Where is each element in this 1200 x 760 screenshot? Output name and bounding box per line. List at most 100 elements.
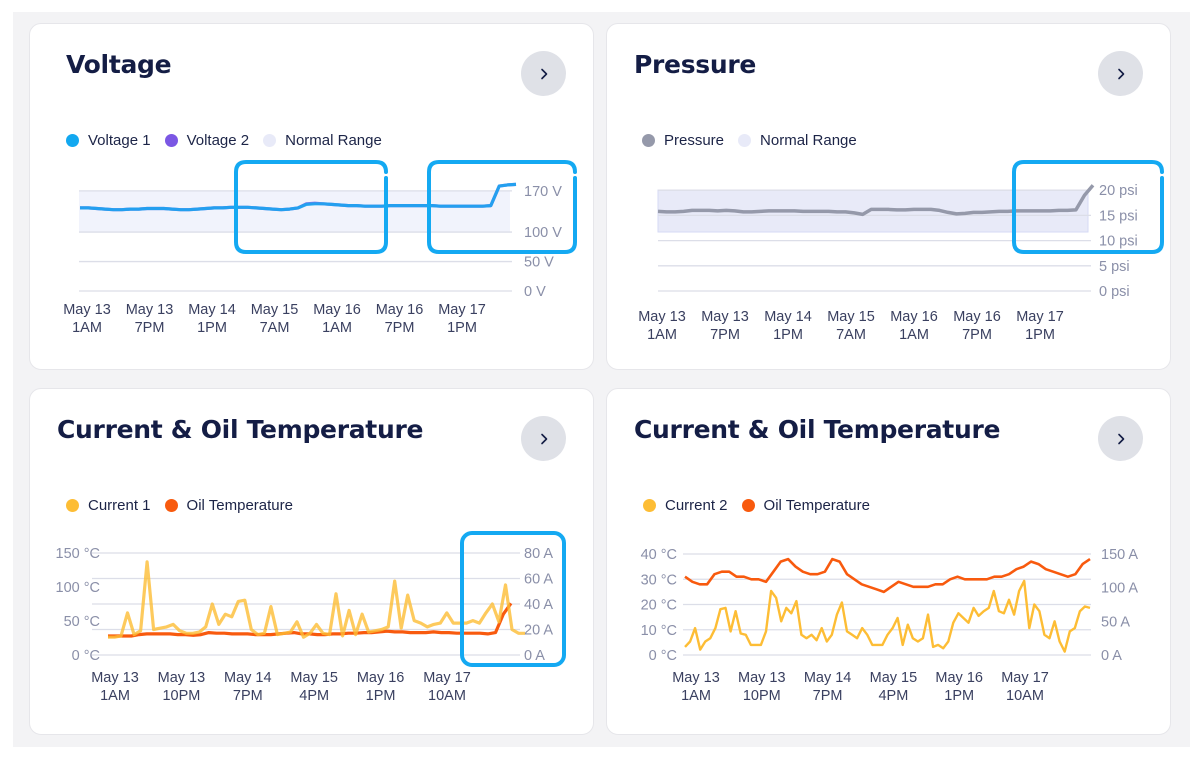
chevron-right-icon bbox=[1117, 433, 1124, 444]
x-tick-label: May 13 7PM bbox=[126, 302, 174, 336]
x-tick-label-line: 7PM bbox=[135, 320, 165, 336]
y-right-tick-label: 40 A bbox=[524, 597, 553, 613]
x-tick-label: May 17 10AM bbox=[423, 670, 471, 704]
legend-dot bbox=[741, 499, 755, 512]
x-tick-label: May 13 1AM bbox=[672, 670, 720, 704]
x-tick-label-line: May 17 bbox=[1016, 309, 1064, 325]
y-tick-label: 50 V bbox=[524, 255, 554, 271]
legend-label: Normal Range bbox=[285, 132, 382, 149]
x-tick-label: May 15 4PM bbox=[870, 670, 918, 704]
legend-item-voltage-2[interactable]: Voltage 2 bbox=[164, 132, 250, 149]
y-right-tick-label: 80 A bbox=[524, 546, 553, 562]
series-line-voltage-1 bbox=[80, 182, 517, 212]
highlight-box bbox=[460, 531, 566, 667]
legend-label: Voltage 1 bbox=[88, 132, 151, 149]
x-tick-label-line: 7PM bbox=[962, 327, 992, 343]
open-current-oil-2-button[interactable] bbox=[1098, 416, 1143, 461]
open-voltage-button[interactable] bbox=[521, 51, 566, 96]
x-tick-label-line: 1PM bbox=[1025, 327, 1055, 343]
y-right-tick-label: 20 A bbox=[524, 623, 553, 639]
legend-item-current-1[interactable]: Current 1 bbox=[66, 497, 151, 514]
legend-label: Current 1 bbox=[88, 497, 151, 514]
y-left-tick-label: 0 °C bbox=[72, 648, 100, 664]
legend-label: Voltage 2 bbox=[186, 132, 250, 149]
x-tick-label-line: May 17 bbox=[423, 670, 471, 686]
x-tick-label-line: May 15 bbox=[827, 309, 875, 325]
y-right-tick-label: 150 A bbox=[1101, 547, 1138, 563]
y-right-tick-label: 60 A bbox=[524, 572, 553, 588]
legend-label: Oil Temperature bbox=[763, 497, 870, 514]
legend-item-current-2[interactable]: Current 2 bbox=[643, 497, 728, 514]
x-tick-label-line: 1AM bbox=[72, 320, 102, 336]
open-current-oil-1-button[interactable] bbox=[521, 416, 566, 461]
legend-dot bbox=[643, 499, 656, 512]
legend-item-normal-range[interactable]: Normal Range bbox=[738, 132, 857, 149]
x-tick-label: May 15 7AM bbox=[251, 302, 299, 336]
normal-range-band bbox=[79, 190, 510, 233]
x-tick-label-line: 10PM bbox=[162, 688, 200, 704]
legend-dot bbox=[164, 134, 178, 147]
y-left-tick-label: 100 °C bbox=[56, 580, 101, 596]
x-tick-label-line: 1AM bbox=[322, 320, 352, 336]
chart-legend: Current 1 Oil Temperature bbox=[66, 497, 307, 514]
x-tick-label: May 13 10PM bbox=[158, 670, 206, 704]
legend-item-normal-range[interactable]: Normal Range bbox=[263, 132, 382, 149]
x-tick-label-line: May 15 bbox=[290, 670, 338, 686]
chevron-right-icon bbox=[540, 433, 547, 444]
x-tick-label: May 14 1PM bbox=[188, 302, 236, 336]
y-left-tick-label: 150 °C bbox=[56, 546, 101, 562]
x-tick-label: May 14 7PM bbox=[804, 670, 852, 704]
x-tick-label: May 17 10AM bbox=[1001, 670, 1049, 704]
x-tick-label-line: May 13 bbox=[158, 670, 206, 686]
x-tick-label-line: 1PM bbox=[447, 320, 477, 336]
x-tick-label-line: May 15 bbox=[870, 670, 918, 686]
legend-item-voltage-1[interactable]: Voltage 1 bbox=[66, 132, 151, 149]
card-title: Pressure bbox=[634, 50, 757, 79]
x-tick-label-line: 1AM bbox=[100, 688, 130, 704]
x-tick-label: May 16 7PM bbox=[953, 309, 1001, 343]
open-pressure-button[interactable] bbox=[1098, 51, 1143, 96]
highlight-box bbox=[1012, 160, 1164, 254]
highlight-box bbox=[427, 160, 577, 254]
y-tick-label: 0 V bbox=[524, 284, 546, 300]
x-tick-label-line: 1AM bbox=[647, 327, 677, 343]
x-tick-label-line: May 16 bbox=[935, 670, 983, 686]
legend-item-pressure[interactable]: Pressure bbox=[642, 132, 724, 149]
legend-dot bbox=[738, 134, 752, 147]
highlight-box bbox=[234, 160, 388, 254]
y-right-tick-label: 0 A bbox=[1101, 648, 1122, 664]
card-title: Current & Oil Temperature bbox=[634, 415, 1001, 444]
y-left-tick-label: 0 °C bbox=[649, 648, 677, 664]
current-oil-temperature-card-2: Current & Oil Temperature Current 2 Oil … bbox=[606, 388, 1171, 735]
x-tick-label: May 17 1PM bbox=[438, 302, 486, 336]
legend-item-oil-temperature[interactable]: Oil Temperature bbox=[164, 497, 293, 514]
x-tick-label-line: 10PM bbox=[743, 688, 781, 704]
legend-dot bbox=[66, 499, 79, 512]
legend-label: Pressure bbox=[664, 132, 725, 149]
x-tick-label-line: May 13 bbox=[63, 302, 111, 318]
x-tick-label: May 15 4PM bbox=[290, 670, 338, 704]
x-tick-label: May 16 1PM bbox=[935, 670, 983, 704]
x-tick-label: May 16 7PM bbox=[376, 302, 424, 336]
chevron-right-icon bbox=[1117, 68, 1124, 79]
y-left-tick-label: 40 °C bbox=[641, 547, 677, 563]
current-oil-chart-2: 0 °C 10 °C 20 °C 30 °C 40 °C 0 A 50 A 100 A 150 … bbox=[641, 547, 1139, 704]
x-tick-label-line: May 14 bbox=[764, 309, 812, 325]
card-title: Current & Oil Temperature bbox=[57, 415, 424, 444]
x-tick-label-line: May 13 bbox=[672, 670, 720, 686]
y-tick-label: 5 psi bbox=[1099, 259, 1130, 275]
legend-item-oil-temperature[interactable]: Oil Temperature bbox=[741, 497, 870, 514]
x-tick-label: May 13 1AM bbox=[91, 670, 139, 704]
x-tick-label-line: May 16 bbox=[953, 309, 1001, 325]
legend-label: Current 2 bbox=[665, 497, 728, 514]
x-tick-label-line: May 16 bbox=[313, 302, 361, 318]
x-tick-label-line: May 13 bbox=[638, 309, 686, 325]
y-right-tick-label: 50 A bbox=[1101, 614, 1130, 630]
x-tick-label-line: May 16 bbox=[376, 302, 424, 318]
y-tick-label: 15 psi bbox=[1099, 208, 1138, 224]
chart-legend: Current 2 Oil Temperature bbox=[643, 497, 884, 514]
x-tick-label-line: May 17 bbox=[438, 302, 486, 318]
series-line-current-2 bbox=[684, 579, 1091, 653]
x-tick-label-line: May 13 bbox=[126, 302, 174, 318]
